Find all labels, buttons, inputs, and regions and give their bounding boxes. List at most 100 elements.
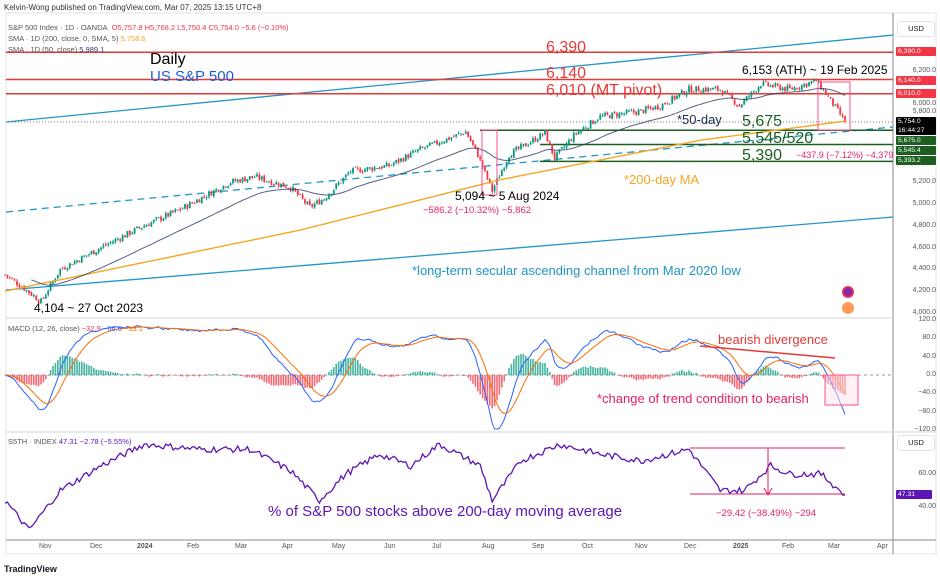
candle-body <box>520 144 522 149</box>
dividends-icon[interactable] <box>842 302 854 314</box>
candle-body <box>217 189 220 192</box>
candle-body <box>61 267 64 269</box>
macd-histogram-bar <box>181 375 184 377</box>
candle-body <box>661 103 664 110</box>
macd-histogram-bar <box>520 354 522 376</box>
macd-histogram-bar <box>585 366 587 376</box>
candle-body <box>577 131 580 135</box>
candle-body <box>548 142 551 144</box>
macd-histogram-bar <box>474 375 477 387</box>
macd-histogram-bar <box>186 375 189 377</box>
macd-histogram-bar <box>678 371 681 376</box>
macd-histogram-bar <box>364 368 366 376</box>
candle-body <box>635 111 638 115</box>
macd-histogram-bar <box>215 373 217 376</box>
candle-body <box>532 138 534 143</box>
candle-body <box>304 199 306 204</box>
currency-button[interactable]: USD <box>897 21 935 37</box>
label-6390: 6,390 <box>546 39 587 56</box>
candle-body <box>604 113 606 116</box>
macd-histogram-bar <box>642 375 645 381</box>
candle-body <box>260 176 263 180</box>
macd-histogram-bar <box>810 373 813 376</box>
macd-histogram-bar <box>635 375 637 381</box>
macd-histogram-bar <box>160 375 162 377</box>
candle-body <box>740 104 743 107</box>
tradingview-logo[interactable]: TradingView <box>4 564 57 574</box>
candle-body <box>174 209 177 212</box>
breadth-last-tag: 47.31 <box>896 490 932 499</box>
macd-histogram-bar <box>731 375 733 385</box>
macd-histogram-bar <box>822 375 825 379</box>
time-axis-label: 2024 <box>137 543 153 550</box>
macd-histogram-bar <box>503 375 505 382</box>
candle-body <box>164 213 167 219</box>
macd-histogram-bar <box>589 366 592 376</box>
macd-histogram-bar <box>383 375 385 377</box>
label-5675: 5,675 <box>742 113 783 130</box>
macd-histogram-bar <box>323 375 325 378</box>
candle-body <box>325 198 328 201</box>
candle-body <box>822 89 825 91</box>
currency-button-breadth[interactable]: USD <box>897 435 935 451</box>
label-6010: 6,010 (MT pivot) <box>546 82 663 99</box>
candle-body <box>23 285 26 291</box>
candle-body <box>781 87 784 91</box>
macd-histogram-bar <box>700 375 702 377</box>
macd-histogram-bar <box>121 373 124 376</box>
candle-body <box>812 79 815 82</box>
candle-body <box>227 185 230 188</box>
macd-legend: MACD (12, 26, close) −32.9 −66.0 −33.1 <box>8 324 143 333</box>
macd-histogram-bar <box>321 375 323 380</box>
candle-body <box>92 250 95 255</box>
macd-histogram-bar <box>273 375 275 386</box>
macd-histogram-bar <box>774 370 777 376</box>
candle-body <box>143 226 146 228</box>
candle-body <box>721 90 724 95</box>
candle-body <box>253 177 256 178</box>
candle-body <box>268 181 270 183</box>
candle-body <box>157 217 160 218</box>
candle-body <box>803 84 806 87</box>
macd-histogram-bar <box>417 371 419 376</box>
candle-body <box>83 255 86 257</box>
candle-body <box>808 82 810 86</box>
candle-body <box>402 158 405 162</box>
candle-body <box>668 103 671 105</box>
macd-histogram-bar <box>64 355 66 376</box>
macd-histogram-bar <box>285 375 287 386</box>
price-legend: S&P 500 Index · 1D · OANDA O5,757.8 H5,7… <box>8 23 289 32</box>
candle-body <box>541 134 544 136</box>
candle-body <box>798 88 801 90</box>
candle-body <box>404 154 407 162</box>
macd-histogram-bar <box>150 375 153 377</box>
macd-histogram-bar <box>741 375 743 389</box>
candle-body <box>815 79 818 82</box>
macd-bearish-box <box>824 374 859 406</box>
candle-body <box>116 238 119 240</box>
candle-body <box>203 196 206 198</box>
candle-body <box>335 183 338 189</box>
time-axis-label: Aug <box>482 543 495 550</box>
candle-body <box>474 144 477 149</box>
macd-histogram-bar <box>73 358 76 376</box>
macd-histogram-bar <box>637 375 640 380</box>
macd-histogram-bar <box>539 361 541 376</box>
candle-body <box>678 93 681 97</box>
candle-body <box>114 239 117 243</box>
macd-histogram-bar <box>189 375 191 376</box>
aug-drop-box <box>481 129 498 196</box>
candle-body <box>510 156 513 158</box>
macd-histogram-bar <box>551 375 553 379</box>
macd-histogram-bar <box>762 366 765 376</box>
candle-body <box>805 83 808 87</box>
candle-body <box>774 83 777 87</box>
candle-body <box>676 95 678 99</box>
macd-histogram-bar <box>477 375 479 392</box>
macd-histogram-bar <box>371 372 373 376</box>
candle-body <box>772 85 774 88</box>
candle-body <box>328 194 330 200</box>
macd-histogram-bar <box>777 371 779 376</box>
candle-body <box>37 300 40 303</box>
